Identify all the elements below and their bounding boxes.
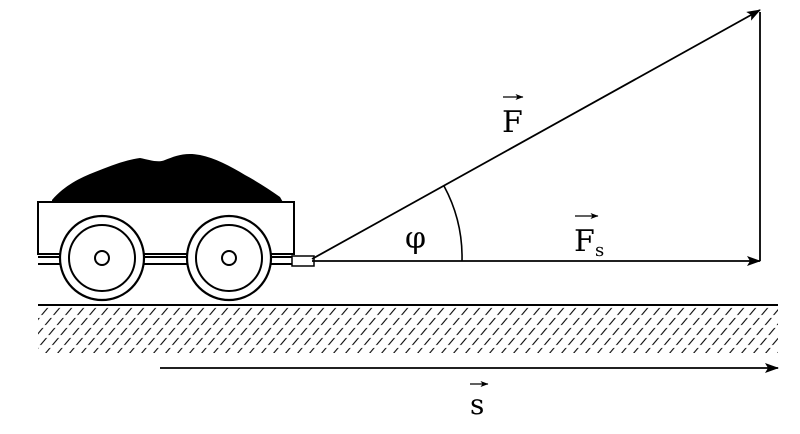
- force-component-label: F s: [574, 213, 604, 261]
- force-label: F: [502, 94, 524, 140]
- front-wheel: [58, 214, 146, 302]
- rear-wheel: [185, 214, 273, 302]
- force-label-text: F: [502, 105, 523, 140]
- force-vector: [311, 9, 761, 260]
- force-component-subscript: s: [595, 240, 604, 261]
- ground: [38, 304, 778, 353]
- force-component-label-text: F: [574, 224, 595, 259]
- angle-label: φ: [405, 221, 426, 256]
- displacement-label: s: [470, 381, 489, 421]
- cart-icon: [37, 153, 315, 302]
- angle-arc: [443, 185, 463, 262]
- displacement-label-text: s: [470, 388, 484, 421]
